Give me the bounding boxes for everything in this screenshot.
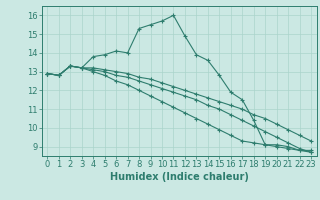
- X-axis label: Humidex (Indice chaleur): Humidex (Indice chaleur): [110, 172, 249, 182]
